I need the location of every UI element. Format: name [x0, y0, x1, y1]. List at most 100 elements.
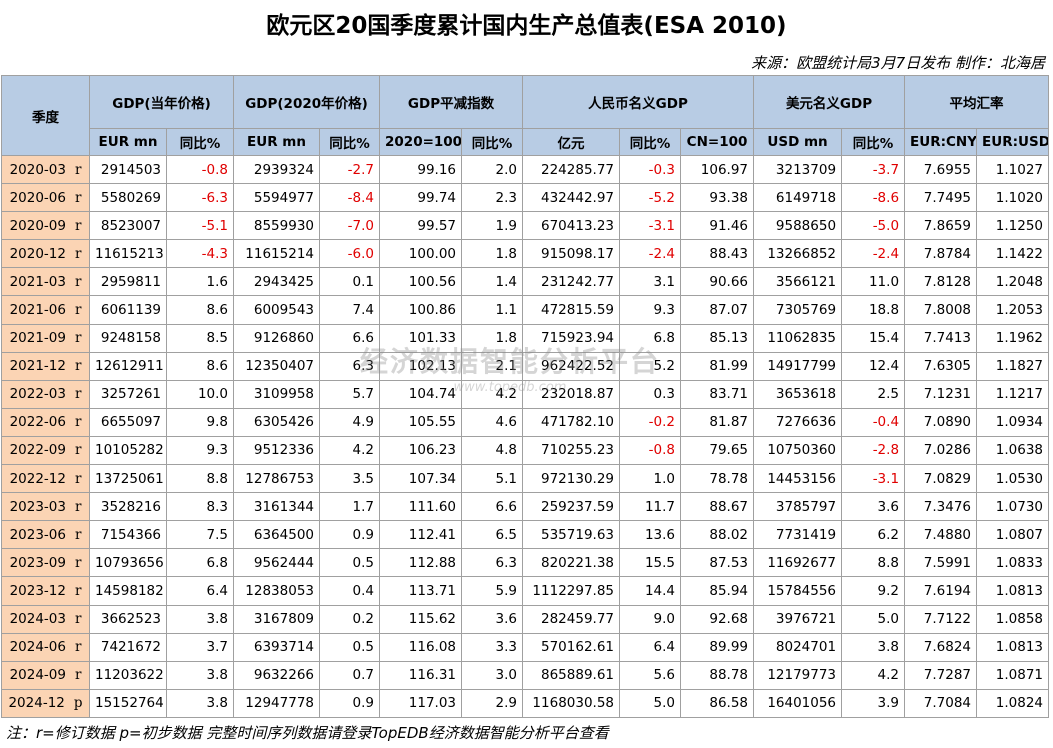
value-cell: 1.1	[461, 295, 524, 325]
table: 季度 GDP(当年价格) GDP(2020年价格) GDP平减指数 人民币名义GDP 美元…	[1, 75, 1050, 718]
period: 2021-06	[9, 302, 66, 319]
sub-header: 亿元	[522, 128, 621, 156]
revision-flag: r	[74, 611, 82, 628]
value-cell: 6009543	[233, 295, 320, 325]
value-cell: 15.4	[841, 323, 906, 353]
value-cell: 4.8	[461, 435, 524, 466]
value-cell: 3161344	[233, 492, 320, 522]
revision-flag: r	[74, 414, 82, 431]
group-header: GDP(当年价格)	[89, 75, 234, 129]
revision-flag: r	[74, 302, 82, 319]
value-cell: 12350407	[233, 351, 320, 381]
value-cell: 78.78	[680, 464, 755, 494]
revision-flag: r	[74, 526, 82, 543]
value-cell: 715923.94	[522, 323, 621, 353]
value-cell: -2.4	[841, 239, 906, 269]
value-cell: 10750360	[753, 435, 843, 466]
sub-header: 同比%	[318, 128, 381, 156]
value-cell: 6.4	[619, 632, 682, 662]
revision-flag: r	[74, 667, 82, 684]
value-cell: 13.6	[619, 520, 682, 550]
value-cell: -3.1	[619, 211, 682, 241]
value-cell: 3.3	[461, 632, 524, 662]
value-cell: 3566121	[753, 267, 843, 297]
revision-flag: r	[74, 470, 82, 487]
row: 2024-12 p 15152764 3.8 12947778 0.9 117.03 2.9 1…	[1, 688, 1050, 718]
period-cell: 2020-09 r	[1, 211, 90, 241]
period-cell: 2020-12 r	[1, 239, 90, 269]
value-cell: 1.1217	[976, 379, 1050, 409]
period: 2024-12	[8, 695, 65, 712]
period-cell: 2021-03 r	[1, 267, 90, 297]
value-cell: 106.23	[379, 435, 463, 466]
value-cell: 1.0813	[976, 632, 1050, 662]
value-cell: 7.3476	[904, 492, 978, 522]
value-cell: 6393714	[233, 632, 320, 662]
value-cell: 1112297.85	[522, 576, 621, 606]
value-cell: 7.6824	[904, 632, 978, 662]
value-cell: 3167809	[233, 604, 320, 634]
period: 2021-03	[9, 273, 66, 290]
value-cell: 1.1250	[976, 211, 1050, 241]
revision-flag: r	[74, 639, 82, 656]
value-cell: 6364500	[233, 520, 320, 550]
value-cell: 2.5	[841, 379, 906, 409]
value-cell: 1.0638	[976, 435, 1050, 466]
value-cell: 8.5	[166, 323, 234, 353]
row: 2022-06 r 6655097 9.8 6305426 4.9 105.55 4.6 471…	[1, 407, 1050, 437]
value-cell: 6.6	[318, 323, 381, 353]
value-cell: 1.0730	[976, 492, 1050, 522]
group-header: 美元名义GDP	[753, 75, 906, 129]
value-cell: 7.7084	[904, 688, 978, 718]
revision-flag: r	[74, 386, 82, 403]
value-cell: 89.99	[680, 632, 755, 662]
value-cell: 12947778	[233, 688, 320, 718]
value-cell: 12.4	[841, 351, 906, 381]
value-cell: 7.0829	[904, 464, 978, 494]
value-cell: 1.1827	[976, 351, 1050, 381]
period-cell: 2021-12 r	[1, 351, 90, 381]
value-cell: 93.38	[680, 183, 755, 213]
row: 2021-03 r 2959811 1.6 2943425 0.1 100.56 1.4 231…	[1, 267, 1050, 297]
value-cell: 107.34	[379, 464, 463, 494]
value-cell: 113.71	[379, 576, 463, 606]
value-cell: 85.13	[680, 323, 755, 353]
revision-flag: r	[74, 358, 82, 375]
period: 2022-03	[9, 386, 66, 403]
period: 2024-03	[9, 611, 66, 628]
value-cell: 1.0	[619, 464, 682, 494]
row: 2021-09 r 9248158 8.5 9126860 6.6 101.33 1.8 715…	[1, 323, 1050, 353]
value-cell: -0.4	[841, 407, 906, 437]
value-cell: 7154366	[89, 520, 167, 550]
value-cell: 6149718	[753, 183, 843, 213]
value-cell: 1.0871	[976, 660, 1050, 690]
sub-header: EUR mn	[233, 128, 320, 156]
group-header: 平均汇率	[904, 75, 1050, 129]
period: 2022-06	[9, 414, 66, 431]
value-cell: 3.8	[166, 688, 234, 718]
value-cell: 0.5	[318, 632, 381, 662]
value-cell: 0.9	[318, 520, 381, 550]
value-cell: 7.8128	[904, 267, 978, 297]
row: 2023-03 r 3528216 8.3 3161344 1.7 111.60 6.6 259…	[1, 492, 1050, 522]
sub-header: 同比%	[841, 128, 906, 156]
value-cell: 7.6194	[904, 576, 978, 606]
value-cell: 1.0530	[976, 464, 1050, 494]
value-cell: 5.0	[619, 688, 682, 718]
value-cell: 9562444	[233, 548, 320, 578]
value-cell: 8024701	[753, 632, 843, 662]
source: 来源：欧盟统计局3月7日发布 制作：北海居	[751, 54, 1045, 72]
value-cell: 7731419	[753, 520, 843, 550]
value-cell: 7305769	[753, 295, 843, 325]
value-cell: 3.8	[166, 660, 234, 690]
value-cell: 8.6	[166, 351, 234, 381]
period: 2023-03	[9, 498, 66, 515]
value-cell: 13266852	[753, 239, 843, 269]
revision-flag: r	[74, 330, 82, 347]
value-cell: 4.9	[318, 407, 381, 437]
value-cell: 106.97	[680, 154, 755, 185]
value-cell: 1.1020	[976, 183, 1050, 213]
value-cell: 1.7	[318, 492, 381, 522]
value-cell: 10.0	[166, 379, 234, 409]
value-cell: 11615213	[89, 239, 167, 269]
